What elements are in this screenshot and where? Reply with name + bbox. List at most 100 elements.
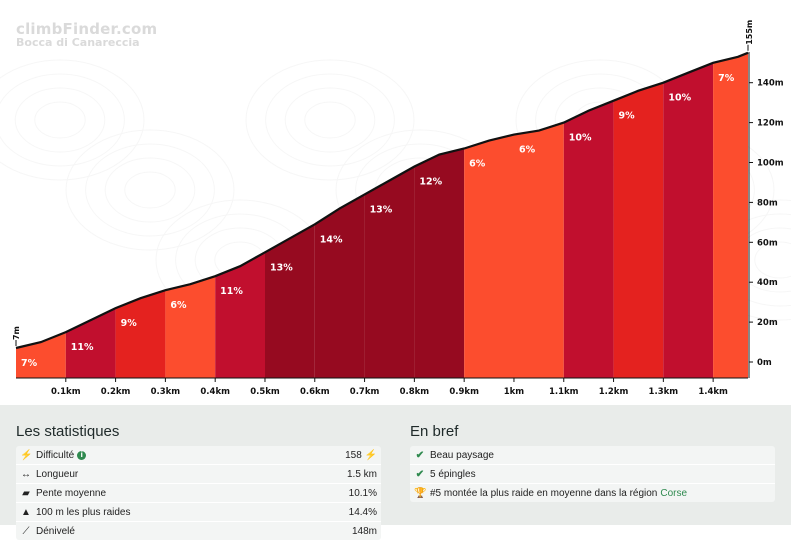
region-link[interactable]: Corse <box>660 487 688 499</box>
grade-label: 11% <box>71 342 94 353</box>
check-icon: ✔ <box>415 449 425 461</box>
x-tick-label: 0.8km <box>400 387 430 397</box>
x-tick-label: 0.9km <box>449 387 479 397</box>
grade-label: 13% <box>270 262 293 273</box>
grade-segment <box>364 166 415 378</box>
y-tick-label: 120m <box>757 119 784 129</box>
stat-label: Difficulté <box>36 449 75 461</box>
summary-list: ✔ Beau paysage ✔ 5 épingles 🏆 #5 montée la pl… <box>410 446 775 502</box>
summary-text: 5 épingles <box>430 468 476 480</box>
grade-segment <box>563 100 614 378</box>
grade-label: 10% <box>668 93 691 104</box>
stat-label: Pente moyenne <box>36 487 107 499</box>
grade-label: 13% <box>370 204 393 215</box>
stat-row: ⚡ Difficulté i 158 ⚡ <box>16 446 381 465</box>
x-tick-label: 1.1km <box>549 387 579 397</box>
summary-text: #5 montée la plus raide en moyenne dans … <box>430 487 658 499</box>
grade-label: 7% <box>718 73 735 84</box>
stat-label: 100 m les plus raides <box>36 506 131 518</box>
profile-line <box>15 51 749 350</box>
grade-label: 9% <box>121 318 138 329</box>
watermark-site: climbFinder.com <box>16 20 158 38</box>
grade-label: 7% <box>21 358 38 369</box>
trophy-icon: 🏆 <box>414 487 427 499</box>
grade-segment <box>713 52 748 379</box>
check-icon: ✔ <box>415 468 425 480</box>
grade-segment <box>464 134 514 378</box>
y-tick-label: 80m <box>757 198 778 208</box>
grade-segment <box>165 276 216 378</box>
length-icon: ↔ <box>21 468 31 480</box>
grade-label: 6% <box>469 159 486 170</box>
y-tick-label: 60m <box>757 238 778 248</box>
summary-row: 🏆 #5 montée la plus raide en moyenne dans… <box>410 484 775 502</box>
bolt-icon: ⚡ <box>20 449 33 461</box>
grade-label: 6% <box>519 145 536 156</box>
x-tick-label: 0.2km <box>101 387 131 397</box>
grade-segments <box>16 52 748 379</box>
grade-segment <box>314 194 365 378</box>
stat-value: 14.4% <box>348 506 377 518</box>
grade-label: 9% <box>619 111 636 122</box>
summary-text: Beau paysage <box>430 449 494 461</box>
stats-panel: Les statistiques ⚡ Difficulté i 158 ⚡ ↔ Longu… <box>16 413 381 540</box>
x-tick-label: 0.5km <box>250 387 280 397</box>
y-tick-label: 140m <box>757 79 784 89</box>
start-altitude-label: 7m <box>12 326 21 340</box>
grade-labels: 7% 11% 9% 6% 11% 13% 14% 13% 12% 6% 6% 10% 9% 10% 7% <box>21 73 735 369</box>
x-tick-label: 0.7km <box>350 387 380 397</box>
x-tick-label: 0.4km <box>200 387 230 397</box>
stat-value: 1.5 km <box>346 468 377 480</box>
x-tick-label: 0.1km <box>51 387 81 397</box>
watermark-climb: Bocca di Canareccia <box>16 36 140 49</box>
slope-icon: ▰ <box>22 487 30 499</box>
y-tick-label: 0m <box>757 358 772 368</box>
grade-segment <box>514 122 564 378</box>
stat-row: ▰ Pente moyenne 10.1% <box>16 484 381 503</box>
stat-row: ▲ 100 m les plus raides 14.4% <box>16 503 381 522</box>
stat-value: 158 ⚡ <box>345 449 377 461</box>
stat-row: ↔ Longueur 1.5 km <box>16 465 381 484</box>
summary-row: ✔ Beau paysage <box>410 446 775 465</box>
x-tick-label: 1.2km <box>599 387 629 397</box>
x-tick-label: 1.4km <box>698 387 728 397</box>
summary-title: En bref <box>410 423 459 440</box>
summary-panel: En bref ✔ Beau paysage ✔ 5 épingles 🏆 #5 mont… <box>410 413 775 502</box>
stat-value: 10.1% <box>348 487 377 499</box>
stat-label: Longueur <box>36 468 79 480</box>
grade-segment <box>663 62 714 379</box>
y-tick-label: 40m <box>757 278 778 288</box>
grade-label: 11% <box>220 286 243 297</box>
y-tick-label: 20m <box>757 318 778 328</box>
warning-icon: ▲ <box>21 506 31 518</box>
x-tick-label: 1km <box>504 387 525 397</box>
y-axis: 0m 20m 40m 60m 80m 100m 120m 140m <box>748 52 784 378</box>
grade-segment <box>115 290 166 378</box>
grade-label: 6% <box>170 300 187 311</box>
x-tick-label: 0.3km <box>151 387 181 397</box>
grade-segment <box>16 332 66 378</box>
grade-label: 14% <box>320 234 343 245</box>
grade-label: 12% <box>419 176 442 187</box>
x-tick-label: 1.3km <box>649 387 679 397</box>
x-tick-label: 0.6km <box>300 387 330 397</box>
summary-row: ✔ 5 épingles <box>410 465 775 484</box>
endpoint-marks: 7m 155m <box>12 20 754 347</box>
info-icon[interactable]: i <box>77 450 87 460</box>
grade-segment <box>265 224 315 378</box>
y-tick-label: 100m <box>757 159 784 169</box>
end-altitude-label: 155m <box>745 20 754 45</box>
stats-title: Les statistiques <box>16 423 120 440</box>
x-axis: 0.1km 0.2km 0.3km 0.4km 0.5km 0.6km 0.7km 0.8km… <box>16 377 748 397</box>
grade-segment <box>215 252 265 378</box>
stats-list: ⚡ Difficulté i 158 ⚡ ↔ Longueur 1.5 km ▰ Pente m… <box>16 446 381 540</box>
grade-segment <box>414 148 465 378</box>
grade-segment <box>65 308 116 378</box>
elevation-icon: ⟋ <box>22 525 30 537</box>
stat-label: Dénivelé <box>36 525 75 537</box>
grade-segment <box>613 82 664 378</box>
grade-label: 10% <box>569 133 592 144</box>
elevation-chart: 7% 11% 9% 6% 11% 13% 14% 13% 12% 6% 6% 10% 9% 10% 7% 0… <box>12 19 784 397</box>
stat-value: 148m <box>351 525 377 537</box>
stats-section: Les statistiques ⚡ Difficulté i 158 ⚡ ↔ Longu… <box>0 405 791 540</box>
